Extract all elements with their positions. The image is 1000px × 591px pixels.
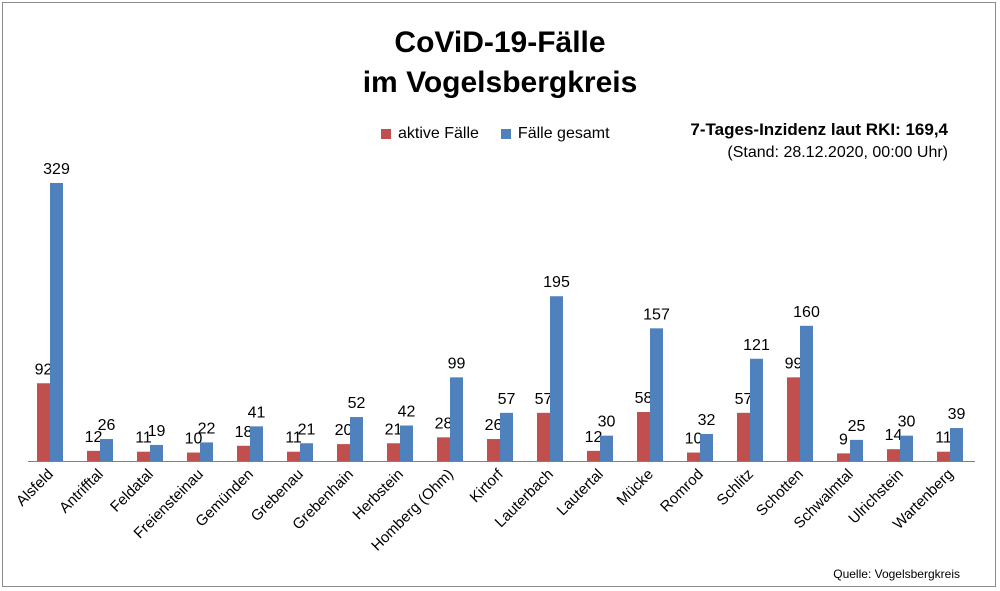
data-label-active-13: 10: [685, 431, 703, 448]
data-label-active-2: 11: [135, 430, 152, 447]
bar-active-15: [787, 377, 800, 461]
data-label-total-9: 57: [498, 391, 516, 408]
bar-total-1: [100, 439, 113, 461]
bar-total-18: [950, 428, 963, 461]
bar-total-17: [900, 435, 913, 461]
data-label-active-12: 58: [635, 390, 653, 407]
bar-total-12: [650, 328, 663, 461]
data-label-active-11: 12: [585, 429, 603, 446]
incidence-annotation: 7-Tages-Inzidenz laut RKI: 169,4 (Stand:…: [690, 120, 948, 162]
bar-active-8: [437, 437, 450, 461]
data-label-total-10: 195: [543, 274, 570, 291]
bar-active-12: [637, 411, 650, 461]
bar-total-9: [500, 412, 513, 461]
bar-total-4: [250, 426, 263, 461]
bar-total-7: [400, 425, 413, 461]
data-label-total-1: 26: [98, 417, 116, 434]
data-label-total-4: 41: [248, 404, 266, 421]
bar-total-10: [550, 296, 563, 461]
bar-active-0: [37, 383, 50, 461]
bar-total-15: [800, 325, 813, 461]
incidence-date: (Stand: 28.12.2020, 00:00 Uhr): [727, 144, 948, 161]
data-label-active-14: 57: [735, 391, 753, 408]
data-label-total-18: 39: [948, 406, 966, 423]
data-label-active-4: 18: [235, 424, 253, 441]
data-label-total-11: 30: [598, 414, 616, 431]
data-label-active-3: 10: [185, 431, 203, 448]
category-label-9: Kirtorf: [467, 465, 508, 506]
data-label-total-12: 157: [643, 306, 670, 323]
data-label-active-17: 14: [885, 427, 903, 444]
data-label-total-15: 160: [793, 304, 820, 321]
bar-active-13: [687, 452, 700, 461]
bar-active-16: [837, 453, 850, 461]
data-label-total-8: 99: [448, 355, 466, 372]
data-label-active-10: 57: [535, 391, 553, 408]
data-label-total-6: 52: [348, 395, 366, 412]
category-label-11: Lautertal: [554, 466, 607, 519]
data-label-total-0: 329: [43, 161, 70, 178]
legend-swatch-active: [381, 129, 391, 139]
legend-swatch-total: [500, 129, 511, 139]
data-label-total-14: 121: [743, 337, 770, 354]
data-label-active-16: 9: [839, 431, 848, 448]
bar-active-7: [387, 443, 400, 461]
bar-total-3: [200, 442, 213, 461]
category-label-14: Schlitz: [714, 466, 757, 509]
data-label-active-9: 26: [485, 417, 503, 434]
bar-active-1: [87, 450, 100, 461]
data-label-active-0: 92: [35, 361, 53, 378]
bar-total-2: [150, 444, 163, 461]
data-label-total-13: 32: [698, 412, 716, 429]
bar-active-18: [937, 451, 950, 461]
bar-active-5: [287, 451, 300, 461]
bar-active-17: [887, 449, 900, 461]
legend-item-total: Fälle gesamt: [500, 125, 610, 143]
bar-active-4: [237, 445, 250, 461]
chart-title: CoViD-19-Fälle: [394, 26, 606, 59]
legend-item-active: aktive Fälle: [381, 125, 479, 143]
legend: aktive Fälle Fälle gesamt: [381, 125, 632, 143]
data-label-total-5: 21: [298, 421, 316, 438]
data-label-active-15: 99: [785, 355, 803, 372]
data-label-active-7: 21: [385, 421, 403, 438]
bar-total-13: [700, 433, 713, 461]
bar-active-9: [487, 439, 500, 461]
bar-active-2: [137, 451, 150, 461]
incidence-label: 7-Tages-Inzidenz laut RKI: 169,4: [690, 120, 948, 139]
bar-total-11: [600, 435, 613, 461]
data-label-active-18: 11: [935, 430, 952, 447]
category-label-13: Romrod: [657, 466, 707, 516]
data-label-total-2: 19: [148, 423, 166, 440]
legend-label-active: aktive Fälle: [398, 125, 479, 142]
category-label-0: Alsfeld: [13, 466, 57, 510]
source-note: Quelle: Vogelsbergkreis: [833, 567, 960, 581]
bar-total-14: [750, 358, 763, 461]
category-label-12: Mücke: [614, 466, 657, 509]
bar-total-8: [450, 377, 463, 461]
data-label-active-1: 12: [85, 429, 103, 446]
bar-active-14: [737, 412, 750, 461]
bar-active-3: [187, 452, 200, 461]
data-label-total-17: 30: [898, 414, 916, 431]
data-label-total-16: 25: [848, 418, 866, 435]
bar-active-6: [337, 444, 350, 461]
bar-total-0: [50, 183, 63, 461]
bar-total-6: [350, 417, 363, 461]
data-label-active-5: 11: [285, 430, 302, 447]
data-label-active-6: 20: [335, 422, 353, 439]
bar-active-11: [587, 450, 600, 461]
data-label-total-7: 42: [398, 404, 416, 421]
category-label-2: Feldatal: [107, 466, 157, 516]
bar-total-5: [300, 443, 313, 461]
data-label-active-8: 28: [435, 415, 453, 432]
legend-label-total: Fälle gesamt: [517, 125, 610, 142]
data-label-total-3: 22: [198, 420, 216, 437]
bar-total-16: [850, 439, 863, 461]
chart-subtitle: im Vogelsbergkreis: [362, 66, 638, 99]
bar-active-10: [537, 412, 550, 461]
category-label-1: Antrifftal: [56, 466, 107, 517]
